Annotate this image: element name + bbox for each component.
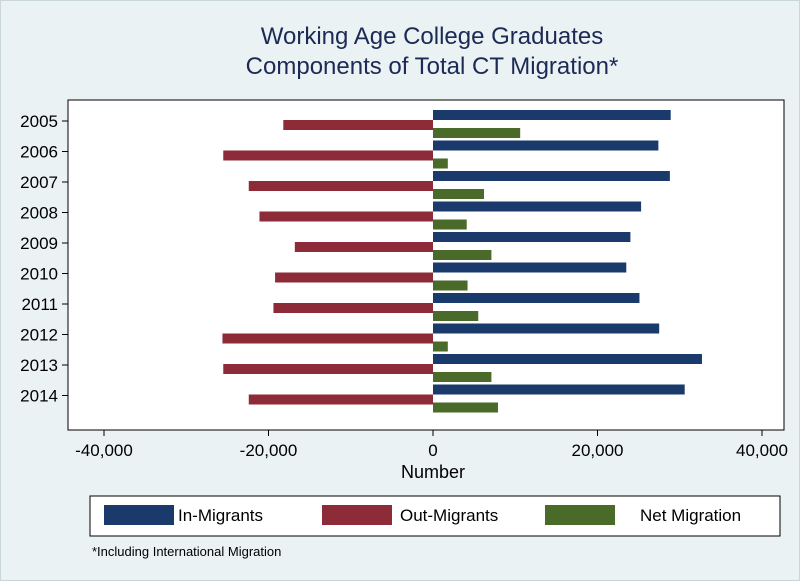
x-tick-label: 40,000 — [736, 441, 788, 460]
bar-net-migration-2010 — [433, 280, 468, 291]
legend-items: In-Migrants Out-Migrants Net Migration — [104, 505, 741, 525]
bar-out-migrants-2009 — [294, 242, 433, 252]
bar-net-migration-2005 — [433, 128, 521, 138]
bar-in-migrants-2006 — [433, 140, 659, 151]
bar-in-migrants-2008 — [433, 201, 642, 212]
bar-in-migrants-2011 — [433, 293, 640, 303]
y-tick-label: 2007 — [20, 173, 58, 192]
y-tick-labels: 2005 2006 2007 2008 2009 2010 2011 2012 2013 2014 — [20, 112, 68, 406]
bar-out-migrants-2007 — [248, 181, 433, 191]
legend — [89, 495, 781, 537]
y-tick-label: 2014 — [20, 387, 58, 406]
y-tick-label: 2005 — [20, 112, 58, 131]
x-tick-labels: -40,000 -20,000 0 20,000 40,000 — [75, 430, 788, 460]
bars-group — [222, 110, 702, 413]
bar-net-migration-2013 — [433, 372, 492, 382]
y-tick-label: 2009 — [20, 234, 58, 253]
chart-title-line-2: Components of Total CT Migration* — [246, 53, 619, 80]
y-tick-label: 2013 — [20, 356, 58, 375]
y-tick-label: 2010 — [20, 265, 58, 284]
chart-title-line-1: Working Age College Graduates — [261, 23, 603, 50]
bar-in-migrants-2009 — [433, 232, 631, 242]
legend-label-in-migrants: In-Migrants — [178, 506, 263, 525]
y-tick-label: 2012 — [20, 326, 58, 345]
bar-in-migrants-2010 — [433, 262, 627, 273]
legend-label-net-migration: Net Migration — [640, 506, 741, 525]
bar-net-migration-2011 — [433, 311, 479, 321]
legend-swatch-out-migrants — [322, 505, 392, 525]
bar-in-migrants-2012 — [433, 323, 660, 334]
plot-area — [67, 99, 785, 431]
legend-swatch-in-migrants — [104, 505, 174, 525]
x-axis-label: Number — [401, 462, 465, 482]
y-tick-label: 2006 — [20, 143, 58, 162]
bar-in-migrants-2005 — [433, 110, 671, 120]
legend-label-out-migrants: Out-Migrants — [400, 506, 498, 525]
bar-net-migration-2006 — [433, 158, 448, 169]
footnote: *Including International Migration — [92, 544, 281, 559]
bar-net-migration-2012 — [433, 341, 448, 352]
bar-out-migrants-2006 — [223, 150, 433, 161]
bar-out-migrants-2013 — [223, 364, 433, 374]
x-tick-label: 20,000 — [572, 441, 624, 460]
bar-net-migration-2009 — [433, 250, 492, 260]
bar-net-migration-2008 — [433, 219, 467, 230]
y-tick-label: 2008 — [20, 204, 58, 223]
bar-net-migration-2014 — [433, 402, 498, 413]
bar-out-migrants-2012 — [222, 333, 433, 344]
bar-net-migration-2007 — [433, 189, 484, 199]
y-tick-label: 2011 — [21, 295, 58, 314]
bar-out-migrants-2005 — [283, 120, 433, 130]
x-tick-label: -20,000 — [240, 441, 298, 460]
bar-out-migrants-2014 — [248, 394, 433, 405]
bar-in-migrants-2007 — [433, 171, 670, 181]
bar-out-migrants-2010 — [275, 272, 433, 283]
bar-out-migrants-2008 — [259, 211, 433, 222]
x-tick-label: -40,000 — [75, 441, 133, 460]
legend-swatch-net-migration — [545, 505, 615, 525]
x-tick-label: 0 — [428, 441, 437, 460]
bar-in-migrants-2013 — [433, 354, 702, 364]
bar-out-migrants-2011 — [273, 303, 433, 313]
bar-in-migrants-2014 — [433, 384, 685, 395]
